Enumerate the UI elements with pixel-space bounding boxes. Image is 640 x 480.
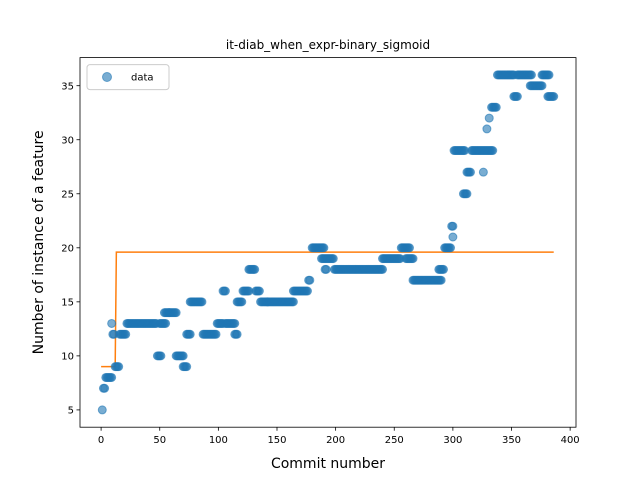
data-point xyxy=(328,254,338,264)
x-axis-ticks: 0 50 100 150 200 250 300 350 400 xyxy=(98,427,580,446)
x-tick-label: 400 xyxy=(561,435,580,446)
legend-marker-data xyxy=(102,72,112,82)
data-point xyxy=(197,297,207,307)
data-point xyxy=(448,221,458,231)
data-point xyxy=(182,362,192,372)
data-point xyxy=(491,102,501,112)
data-point xyxy=(408,254,418,264)
y-tick-label: 10 xyxy=(61,351,74,362)
data-point xyxy=(237,297,247,307)
data-point xyxy=(537,81,547,91)
data-point xyxy=(100,383,110,393)
data-point xyxy=(161,318,171,328)
data-point xyxy=(114,362,124,372)
data-point xyxy=(446,243,456,253)
data-point xyxy=(465,167,475,177)
data-point xyxy=(482,124,492,134)
data-point xyxy=(438,264,448,274)
x-axis-label: Commit number xyxy=(271,456,385,472)
plot-area xyxy=(80,57,576,428)
data-point xyxy=(484,113,494,123)
data-point xyxy=(232,329,242,339)
data-point xyxy=(488,146,498,156)
data-point xyxy=(220,286,230,296)
data-point xyxy=(549,92,559,102)
y-axis-label: Number of instance of a feature xyxy=(31,130,47,354)
y-tick-label: 5 xyxy=(68,406,74,417)
x-tick-label: 50 xyxy=(153,435,166,446)
legend: data xyxy=(86,64,170,91)
fit-line xyxy=(101,251,554,368)
legend-box xyxy=(86,64,170,91)
y-axis-ticks: 5 10 15 20 25 30 35 xyxy=(61,81,80,417)
data-point xyxy=(478,167,488,177)
data-point xyxy=(97,405,107,415)
data-point xyxy=(544,70,554,80)
x-tick-label: 150 xyxy=(267,435,286,446)
data-point xyxy=(319,243,329,253)
data-point xyxy=(250,264,260,274)
data-point xyxy=(211,329,221,339)
data-point xyxy=(254,286,264,296)
data-point xyxy=(378,264,388,274)
data-point xyxy=(230,318,240,328)
data-series xyxy=(97,70,559,415)
y-tick-label: 20 xyxy=(61,243,74,254)
data-point xyxy=(156,351,166,361)
fit-series xyxy=(101,251,554,368)
data-point xyxy=(512,92,522,102)
x-tick-label: 0 xyxy=(98,435,104,446)
data-point xyxy=(121,329,131,339)
data-point xyxy=(288,297,298,307)
plot-frame xyxy=(79,57,577,428)
data-point xyxy=(526,70,536,80)
data-point xyxy=(185,329,195,339)
y-tick-label: 25 xyxy=(61,189,74,200)
x-tick-label: 300 xyxy=(443,435,462,446)
data-point xyxy=(404,243,414,253)
data-point xyxy=(107,372,117,382)
chart-title: it-diab_when_expr-binary_sigmoid xyxy=(226,38,430,52)
data-point xyxy=(305,275,315,285)
y-tick-label: 15 xyxy=(61,297,74,308)
x-tick-label: 350 xyxy=(502,435,521,446)
legend-label-data: data xyxy=(131,73,154,84)
data-point xyxy=(107,318,117,328)
x-tick-label: 200 xyxy=(326,435,345,446)
data-point xyxy=(448,232,458,242)
y-tick-label: 30 xyxy=(61,135,74,146)
data-point xyxy=(302,286,312,296)
data-point xyxy=(462,189,472,199)
data-point xyxy=(436,275,446,285)
data-point xyxy=(178,351,188,361)
y-tick-label: 35 xyxy=(61,81,74,92)
x-tick-label: 100 xyxy=(209,435,228,446)
x-tick-label: 250 xyxy=(385,435,404,446)
data-point xyxy=(321,264,331,274)
data-point xyxy=(171,308,181,318)
